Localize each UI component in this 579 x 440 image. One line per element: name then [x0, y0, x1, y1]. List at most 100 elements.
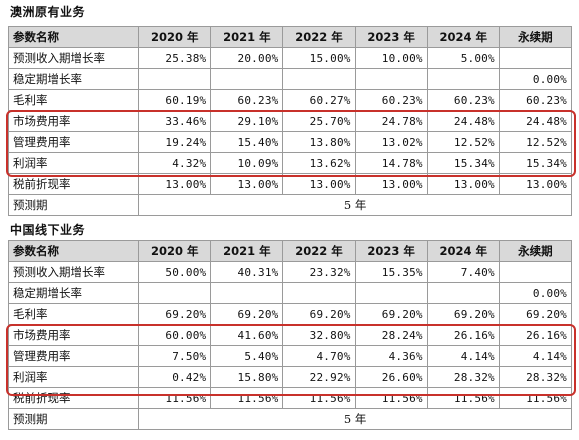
cell-value: 7.50% [138, 345, 212, 367]
cell-value [354, 282, 428, 304]
cell-value: 11.56% [426, 387, 500, 409]
cell-value: 12.52% [426, 131, 500, 153]
cell-value: 19.24% [138, 131, 212, 153]
table-row: 毛利率 69.20% 69.20% 69.20% 69.20% 69.20% 6… [7, 303, 573, 325]
cell-value: 10.00% [354, 47, 428, 69]
cell-value [210, 68, 284, 90]
cell-value: 12.52% [498, 131, 573, 153]
cell-value: 13.02% [354, 131, 428, 153]
cell-value [354, 68, 428, 90]
table-row: 毛利率 60.19% 60.23% 60.27% 60.23% 60.23% 6… [7, 89, 573, 111]
row-label: 预测收入期增长率 [7, 47, 140, 69]
cell-value: 20.00% [210, 47, 284, 69]
cell-value: 25.70% [282, 110, 356, 132]
table-row: 稳定期增长率 0.00% [7, 282, 573, 304]
table-china: 参数名称 2020 年 2021 年 2022 年 2023 年 2024 年 … [7, 240, 573, 430]
table-row: 管理费用率 19.24% 15.40% 13.80% 13.02% 12.52%… [7, 131, 573, 153]
section-title-china: 中国线下业务 [10, 223, 86, 237]
row-label: 市场费用率 [7, 110, 140, 132]
cell-value: 14.78% [354, 152, 428, 174]
table-row: 利润率 0.42% 15.80% 22.92% 26.60% 28.32% 28… [7, 366, 573, 388]
table-header-row: 参数名称 2020 年 2021 年 2022 年 2023 年 2024 年 … [7, 240, 573, 262]
table-australia: 参数名称 2020 年 2021 年 2022 年 2023 年 2024 年 … [7, 26, 573, 216]
row-label: 稳定期增长率 [7, 68, 140, 90]
table-row: 市场费用率 60.00% 41.60% 32.80% 28.24% 26.16%… [7, 324, 573, 346]
table-row: 税前折现率 13.00% 13.00% 13.00% 13.00% 13.00%… [7, 173, 573, 195]
row-label: 利润率 [7, 152, 140, 174]
cell-value: 28.32% [498, 366, 573, 388]
table-row-period: 预测期 5 年 [7, 408, 572, 430]
cell-value: 22.92% [282, 366, 356, 388]
cell-value: 11.56% [498, 387, 573, 409]
cell-value: 60.19% [138, 89, 212, 111]
row-label: 利润率 [7, 366, 140, 388]
period-value: 5 年 [138, 408, 572, 430]
cell-value: 40.31% [210, 261, 284, 283]
cell-value: 33.46% [138, 110, 212, 132]
row-label: 稳定期增长率 [7, 282, 140, 304]
cell-value: 13.62% [282, 152, 356, 174]
cell-value [282, 68, 356, 90]
cell-value: 7.40% [426, 261, 500, 283]
row-label: 预测期 [7, 408, 140, 430]
cell-value: 69.20% [354, 303, 428, 325]
cell-value: 13.00% [354, 173, 428, 195]
cell-value: 15.80% [210, 366, 284, 388]
cell-value: 0.00% [498, 282, 573, 304]
cell-value: 29.10% [210, 110, 284, 132]
cell-value [498, 261, 573, 283]
header-perpetual: 永续期 [498, 240, 573, 262]
cell-value: 69.20% [498, 303, 573, 325]
cell-value: 24.48% [426, 110, 500, 132]
header-year: 2021 年 [210, 240, 284, 262]
cell-value: 13.00% [210, 173, 284, 195]
section-title-australia: 澳洲原有业务 [10, 5, 86, 19]
cell-value: 15.34% [426, 152, 500, 174]
header-param-name: 参数名称 [7, 26, 140, 48]
cell-value: 0.00% [498, 68, 573, 90]
header-year: 2022 年 [282, 240, 356, 262]
cell-value: 26.16% [426, 324, 500, 346]
header-year: 2024 年 [426, 240, 500, 262]
cell-value: 13.00% [282, 173, 356, 195]
table-row: 稳定期增长率 0.00% [7, 68, 573, 90]
cell-value [426, 68, 500, 90]
cell-value: 15.00% [282, 47, 356, 69]
cell-value: 26.60% [354, 366, 428, 388]
cell-value: 23.32% [282, 261, 356, 283]
cell-value [138, 282, 212, 304]
cell-value: 32.80% [282, 324, 356, 346]
cell-value: 11.56% [138, 387, 212, 409]
cell-value: 60.23% [426, 89, 500, 111]
table-row: 预测收入期增长率 25.38% 20.00% 15.00% 10.00% 5.0… [7, 47, 573, 69]
table-row: 市场费用率 33.46% 29.10% 25.70% 24.78% 24.48%… [7, 110, 573, 132]
table-row-period: 预测期 5 年 [7, 194, 572, 216]
cell-value: 15.35% [354, 261, 428, 283]
cell-value: 69.20% [138, 303, 212, 325]
cell-value: 13.00% [138, 173, 212, 195]
cell-value: 50.00% [138, 261, 212, 283]
cell-value: 4.32% [138, 152, 212, 174]
cell-value: 41.60% [210, 324, 284, 346]
header-year: 2020 年 [138, 240, 212, 262]
row-label: 税前折现率 [7, 173, 140, 195]
cell-value: 11.56% [354, 387, 428, 409]
cell-value: 4.14% [498, 345, 573, 367]
cell-value: 11.56% [210, 387, 284, 409]
row-label: 市场费用率 [7, 324, 140, 346]
header-year: 2023 年 [354, 240, 428, 262]
table-row: 管理费用率 7.50% 5.40% 4.70% 4.36% 4.14% 4.14… [7, 345, 573, 367]
row-label: 预测期 [7, 194, 140, 216]
cell-value [426, 282, 500, 304]
cell-value: 10.09% [210, 152, 284, 174]
period-value: 5 年 [138, 194, 572, 216]
cell-value [498, 47, 573, 69]
header-year: 2024 年 [426, 26, 500, 48]
header-year: 2023 年 [354, 26, 428, 48]
cell-value: 60.23% [210, 89, 284, 111]
cell-value: 4.14% [426, 345, 500, 367]
cell-value: 4.36% [354, 345, 428, 367]
cell-value: 15.34% [498, 152, 573, 174]
row-label: 税前折现率 [7, 387, 140, 409]
row-label: 毛利率 [7, 303, 140, 325]
